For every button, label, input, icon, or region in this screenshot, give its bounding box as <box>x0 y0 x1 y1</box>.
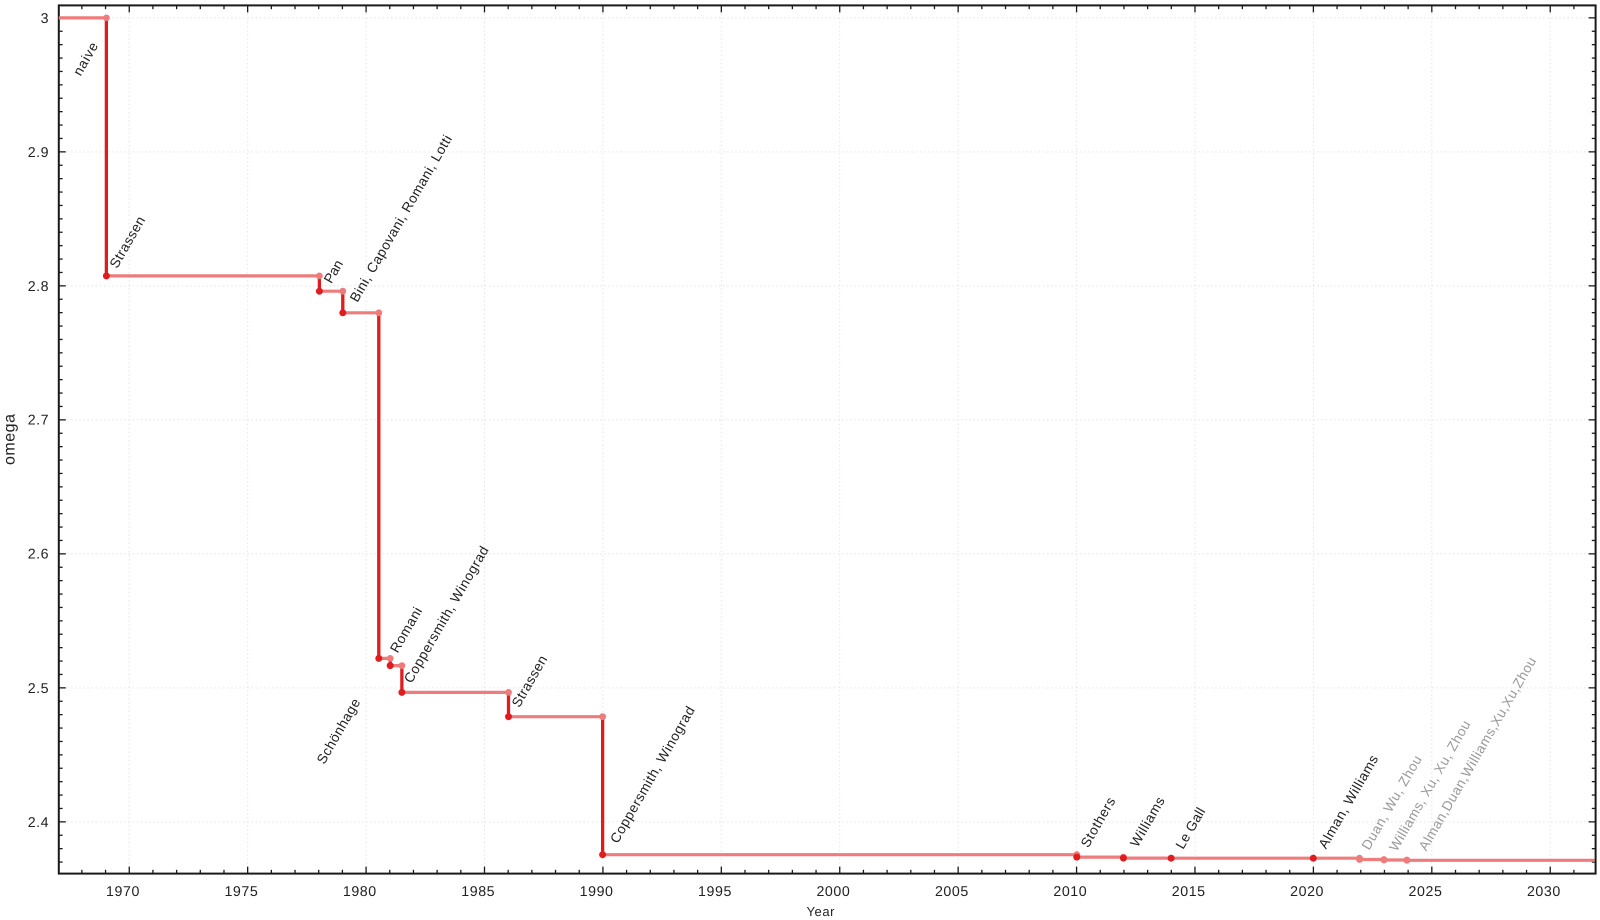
svg-text:2.7: 2.7 <box>28 413 49 429</box>
svg-text:1970: 1970 <box>106 884 139 900</box>
svg-text:omega: omega <box>2 414 19 465</box>
svg-text:2000: 2000 <box>816 884 849 900</box>
svg-text:2020: 2020 <box>1290 884 1323 900</box>
svg-text:3: 3 <box>41 11 49 27</box>
svg-text:2.5: 2.5 <box>28 681 49 697</box>
svg-text:2030: 2030 <box>1527 884 1560 900</box>
svg-text:1980: 1980 <box>343 884 376 900</box>
svg-text:2.6: 2.6 <box>28 547 49 563</box>
svg-text:1985: 1985 <box>461 884 494 900</box>
svg-text:1995: 1995 <box>698 884 731 900</box>
svg-text:2015: 2015 <box>1172 884 1205 900</box>
svg-text:2005: 2005 <box>935 884 968 900</box>
svg-text:2025: 2025 <box>1409 884 1442 900</box>
svg-text:1990: 1990 <box>580 884 613 900</box>
svg-text:1975: 1975 <box>224 884 257 900</box>
svg-text:2.8: 2.8 <box>28 279 49 295</box>
svg-text:Year: Year <box>807 904 836 919</box>
svg-text:2.9: 2.9 <box>28 145 49 161</box>
svg-text:2.4: 2.4 <box>28 815 49 831</box>
svg-text:2010: 2010 <box>1053 884 1086 900</box>
